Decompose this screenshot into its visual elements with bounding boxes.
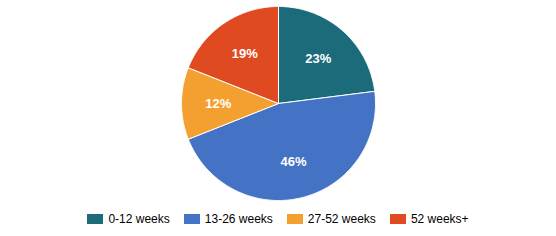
html-text:13-26 weeks: 13-26 weeks (204, 212, 273, 226)
svg-text:46%: 46% (280, 154, 306, 169)
html-text:52 weeks+: 52 weeks+ (410, 212, 469, 226)
svg-text:19%: 19% (232, 46, 258, 61)
svg-text:23%: 23% (305, 51, 331, 66)
svg-text:12%: 12% (205, 96, 231, 111)
html-text:0-12 weeks: 0-12 weeks (108, 212, 170, 226)
html-text:27-52 weeks: 27-52 weeks (307, 212, 376, 226)
